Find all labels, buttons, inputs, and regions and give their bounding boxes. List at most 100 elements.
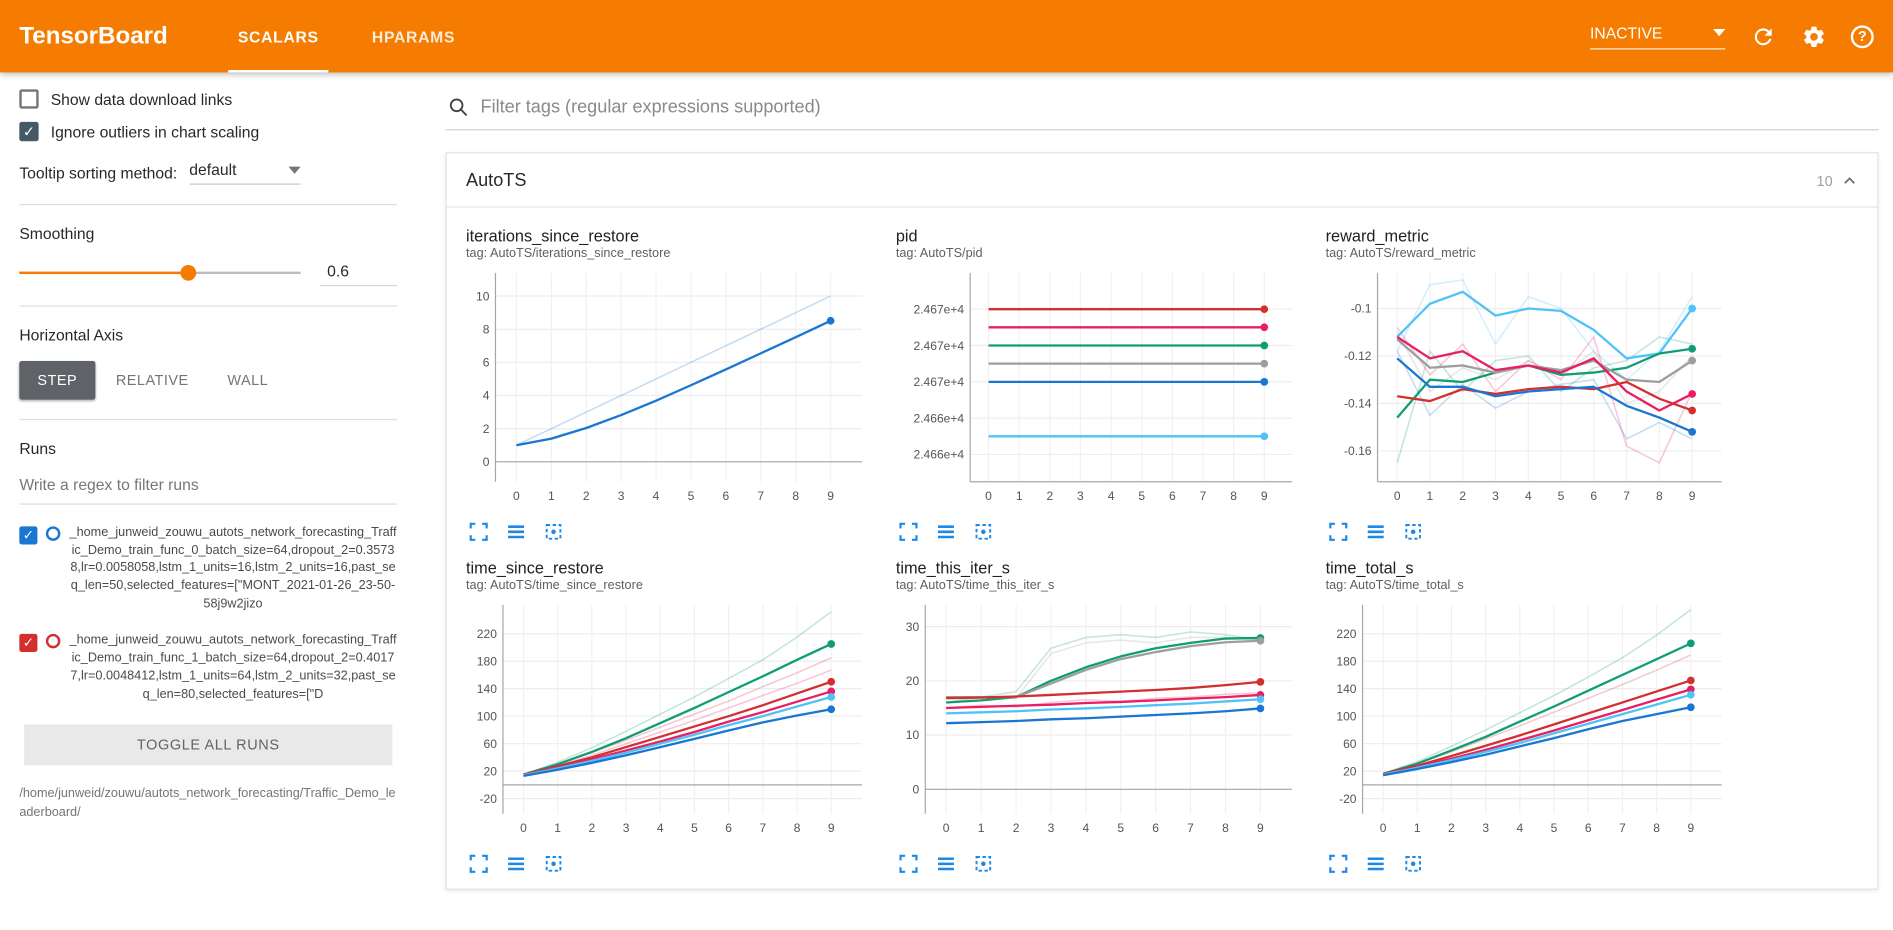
tab-bar: SCALARS HPARAMS [211,0,481,73]
toggle-all-runs-button[interactable]: TOGGLE ALL RUNS [24,724,393,766]
ignore-outliers-checkbox[interactable]: ✓ [19,121,39,142]
runs-label: Runs [19,439,56,458]
ignore-outliers-option[interactable]: ✓ Ignore outliers in chart scaling [19,121,397,142]
runs-menu-icon[interactable] [936,522,957,543]
svg-text:2: 2 [1047,489,1054,503]
svg-text:10: 10 [906,728,920,742]
axis-relative-button[interactable]: RELATIVE [115,371,189,389]
fit-domain-icon[interactable] [543,854,564,875]
svg-text:0: 0 [1394,489,1401,503]
fit-domain-icon[interactable] [973,522,994,543]
svg-text:4: 4 [1108,489,1115,503]
svg-text:6: 6 [1585,821,1592,835]
tab-hparams[interactable]: HPARAMS [345,0,481,72]
svg-text:1: 1 [978,821,985,835]
smoothing-value-input[interactable]: 0.6 [319,260,398,287]
svg-text:4: 4 [1525,489,1532,503]
chart-plot[interactable]: 2.467e+4 2.467e+4 2.467e+4 2.466e+4 2.466e+4… [896,263,1302,512]
svg-text:5: 5 [691,821,698,835]
reload-status-value: INACTIVE [1590,23,1663,42]
run-radio[interactable] [45,526,61,541]
fit-domain-icon[interactable] [973,854,994,875]
runs-filter-input[interactable] [19,467,398,505]
search-icon [449,98,468,117]
svg-text:9: 9 [1261,489,1268,503]
svg-text:2.467e+4: 2.467e+4 [913,339,964,353]
svg-text:2: 2 [1459,489,1466,503]
card-header-right: 10 [1817,172,1858,189]
smoothing-slider[interactable] [19,265,301,281]
chart-plot[interactable]: 220 180 140 100 60 20 -20 0 1 2 3 4 5 6 7 8 9 [1326,595,1732,844]
svg-text:0: 0 [943,821,950,835]
axis-step-button[interactable]: STEP [19,360,96,400]
svg-text:8: 8 [794,821,801,835]
svg-text:0: 0 [520,821,527,835]
collapse-chevron-icon[interactable] [1841,172,1858,189]
autots-card: AutoTS 10 iterations_since_restore tag: A… [445,152,1879,890]
expand-chart-icon[interactable] [898,522,919,543]
svg-text:180: 180 [477,654,497,668]
tooltip-sorting-select[interactable]: default [189,161,301,185]
run-radio[interactable] [45,634,61,649]
chart-tag: tag: AutoTS/time_since_restore [466,578,643,593]
help-icon[interactable]: ? [1850,24,1874,48]
smoothing-slider-thumb[interactable] [180,265,196,281]
reload-status-dropdown[interactable]: INACTIVE [1590,23,1726,49]
runs-menu-icon[interactable] [506,854,527,875]
chart-card: reward_metric tag: AutoTS/reward_metric -0… [1326,227,1732,542]
expand-chart-icon[interactable] [898,854,919,875]
svg-text:8: 8 [483,322,490,336]
expand-chart-icon[interactable] [468,854,489,875]
svg-text:-0.14: -0.14 [1344,397,1372,411]
chart-card: time_this_iter_s tag: AutoTS/time_this_it… [896,559,1302,874]
fit-domain-icon[interactable] [1403,522,1424,543]
chart-toolbar [1326,522,1732,543]
tab-scalars[interactable]: SCALARS [211,0,345,73]
svg-text:20: 20 [1343,764,1357,778]
settings-gear-icon[interactable] [1800,23,1827,50]
chart-plot[interactable]: 30 20 10 0 0 1 2 3 4 5 6 7 8 9 [896,595,1302,844]
svg-text:0: 0 [913,783,920,797]
svg-text:6: 6 [1590,489,1597,503]
fit-domain-icon[interactable] [543,522,564,543]
svg-text:4: 4 [1082,821,1089,835]
expand-chart-icon[interactable] [1328,854,1349,875]
runs-menu-icon[interactable] [506,522,527,543]
svg-text:-0.1: -0.1 [1351,302,1372,316]
chart-title: iterations_since_restore [466,226,640,246]
chart-plot[interactable]: 220 180 140 100 60 20 -20 0 1 2 3 4 5 6 7 8 9 [466,595,872,844]
runs-menu-icon[interactable] [936,854,957,875]
chart-card: iterations_since_restore tag: AutoTS/iter… [466,227,872,542]
tag-filter-input[interactable] [480,96,1877,118]
refresh-icon[interactable] [1749,23,1776,50]
expand-chart-icon[interactable] [1328,522,1349,543]
runs-menu-icon[interactable] [1365,854,1386,875]
run-checkbox[interactable]: ✓ [19,526,38,545]
runs-menu-icon[interactable] [1365,522,1386,543]
chart-plot[interactable]: -0.1 -0.12 -0.14 -0.16 0 1 2 3 4 5 6 7 8 9 [1326,263,1732,512]
chart-card: time_total_s tag: AutoTS/time_total_s 220 1… [1326,559,1732,874]
svg-text:5: 5 [688,489,695,503]
chart-title: time_total_s [1325,558,1414,578]
chart-plot[interactable]: 0 2 4 6 8 10 0 1 2 3 4 5 6 7 8 9 [466,263,872,512]
svg-text:0: 0 [513,489,520,503]
chart-toolbar [896,854,1302,875]
svg-text:8: 8 [1222,821,1229,835]
svg-text:2: 2 [1013,821,1020,835]
chevron-down-icon [288,166,301,174]
svg-text:1: 1 [1414,821,1421,835]
run-item: ✓ _home_junweid_zouwu_autots_network_fore… [19,524,397,613]
expand-chart-icon[interactable] [468,522,489,543]
chart-title: reward_metric [1325,226,1429,246]
show-download-links-option[interactable]: Show data download links [19,89,397,109]
run-checkbox[interactable]: ✓ [19,634,38,653]
svg-text:3: 3 [1482,821,1489,835]
autots-card-header[interactable]: AutoTS 10 [446,153,1878,208]
svg-text:2.467e+4: 2.467e+4 [913,302,964,316]
fit-domain-icon[interactable] [1403,854,1424,875]
svg-text:7: 7 [1200,489,1207,503]
axis-wall-button[interactable]: WALL [227,371,269,389]
show-download-links-checkbox[interactable] [19,89,39,109]
svg-text:7: 7 [760,821,767,835]
svg-text:-0.16: -0.16 [1344,444,1372,458]
